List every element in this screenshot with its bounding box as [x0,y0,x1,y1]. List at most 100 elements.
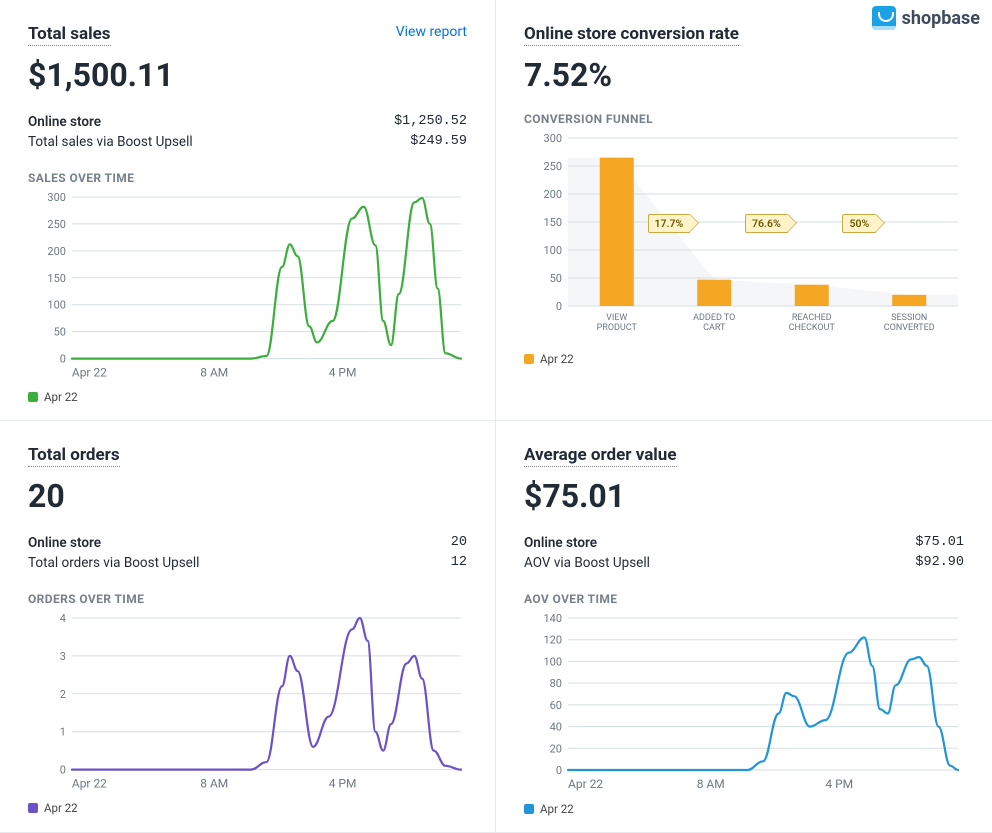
legend-label: Apr 22 [540,802,574,816]
funnel-drop-tag: 76.6% [745,214,788,233]
panel-conversion: Online store conversion rate 7.52% CONVERS… [496,0,992,421]
panel-title: Total sales [28,24,111,46]
svg-text:50: 50 [550,272,562,285]
svg-text:100: 100 [47,298,66,311]
svg-text:300: 300 [543,132,562,145]
stat-row-value: $75.01 [915,533,964,553]
svg-text:REACHED: REACHED [792,313,832,323]
panel-total-orders: Total orders20Online store20Total orders… [0,421,496,833]
svg-text:200: 200 [47,244,66,257]
svg-text:0: 0 [60,763,66,776]
conversion-value: 7.52% [524,56,964,94]
svg-text:4 PM: 4 PM [329,776,357,790]
legend-swatch [524,354,534,364]
aov-value: $75.01 [524,477,964,515]
svg-text:1: 1 [60,725,66,738]
chart-subhead: ORDERS OVER TIME [28,592,467,606]
chart-legend: Apr 22 [28,390,467,404]
chart-subhead: CONVERSION FUNNEL [524,112,964,126]
svg-text:150: 150 [543,216,562,229]
svg-text:200: 200 [543,188,562,201]
stat-row-value: 12 [451,553,467,573]
stat-rows: Online store20Total orders via Boost Ups… [28,533,467,574]
svg-text:120: 120 [543,633,562,646]
svg-text:80: 80 [550,677,562,690]
svg-text:20: 20 [550,742,562,755]
funnel-chart: 050100150200250300VIEWPRODUCTADDED TOCAR… [524,132,964,342]
chart-legend: Apr 22 [28,801,467,815]
svg-text:CHECKOUT: CHECKOUT [789,323,836,333]
svg-text:8 AM: 8 AM [200,776,228,790]
legend-swatch [28,803,38,813]
stat-row-label: Total orders via Boost Upsell [28,553,199,573]
chart-legend: Apr 22 [524,352,964,366]
svg-text:Apr 22: Apr 22 [568,777,603,791]
orders-chart: 0 1 2 3 4 Apr 22 8 AM 4 PM [28,612,467,792]
svg-text:50: 50 [54,325,66,338]
stat-row-label: Total sales via Boost Upsell [28,132,193,152]
legend-label: Apr 22 [44,390,78,404]
panel-total-sales: Total sales View report $1,500.11 Online st… [0,0,496,421]
svg-text:250: 250 [543,160,562,173]
svg-text:0: 0 [60,352,66,365]
total-sales-value: $1,500.11 [28,56,467,94]
svg-text:4 PM: 4 PM [825,777,853,791]
stat-row: Total sales via Boost Upsell $249.59 [28,132,467,152]
legend-label: Apr 22 [44,801,78,815]
funnel-drop-tag: 17.7% [648,214,691,233]
svg-text:8 AM: 8 AM [200,365,228,379]
legend-swatch [28,392,38,402]
svg-text:300: 300 [47,191,66,204]
svg-text:100: 100 [543,244,562,257]
panel-aov: Average order value $75.01 Online store $75… [496,421,992,833]
svg-text:8 AM: 8 AM [697,777,725,791]
panel-title: Average order value [524,445,677,467]
stat-row-label: Online store [28,112,101,132]
svg-text:40: 40 [550,720,562,733]
svg-text:2: 2 [60,687,66,700]
chart-subhead: AOV OVER TIME [524,592,964,606]
svg-text:SESSION: SESSION [891,313,927,323]
stat-row-value: $1,250.52 [394,112,467,132]
stat-row-label: Online store [524,533,597,553]
svg-text:4: 4 [60,612,66,625]
sales-chart: 0 50 100 150 200 250 300 Apr 22 8 AM 4 PM [28,191,467,381]
funnel-drop-tag: 50% [842,214,876,233]
svg-text:ADDED TO: ADDED TO [693,313,735,323]
brand-logo: shopbase [872,6,980,30]
stat-row: Online store $1,250.52 [28,112,467,132]
svg-text:100: 100 [543,655,562,668]
total-orders-value: 20 [28,477,467,515]
chart-subhead: SALES OVER TIME [28,171,467,185]
svg-text:250: 250 [47,217,66,230]
svg-text:Apr 22: Apr 22 [72,365,107,379]
svg-text:3: 3 [60,649,66,662]
brand-name: shopbase [902,8,980,29]
stat-row: Total orders via Boost Upsell 12 [28,553,467,573]
chart-legend: Apr 22 [524,802,964,816]
svg-text:60: 60 [550,698,562,711]
stat-row-label: AOV via Boost Upsell [524,553,650,573]
svg-text:VIEW: VIEW [606,313,627,323]
panel-title: Online store conversion rate [524,24,739,46]
svg-text:0: 0 [556,300,562,313]
svg-text:Apr 22: Apr 22 [72,776,107,790]
legend-label: Apr 22 [540,352,574,366]
stat-row-value: 20 [451,533,467,553]
stat-row: Online store 20 [28,533,467,553]
panel-title: Total orders [28,445,120,467]
svg-text:140: 140 [543,612,562,625]
legend-swatch [524,804,534,814]
stat-row-value: $249.59 [410,132,467,152]
svg-text:CONVERTED: CONVERTED [884,323,935,333]
svg-text:CART: CART [703,323,726,333]
view-report-link[interactable]: View report [396,24,467,40]
stat-row-label: Online store [28,533,101,553]
stat-rows: Online store $75.01 AOV via Boost Upsell $9… [524,533,964,574]
stat-row: Online store $75.01 [524,533,964,553]
aov-chart: 020406080100120140Apr 228 AM4 PM [524,612,964,792]
svg-text:4 PM: 4 PM [329,365,357,379]
stat-row-value: $92.90 [915,553,964,573]
stat-row: AOV via Boost Upsell $92.90 [524,553,964,573]
svg-text:150: 150 [47,271,66,284]
